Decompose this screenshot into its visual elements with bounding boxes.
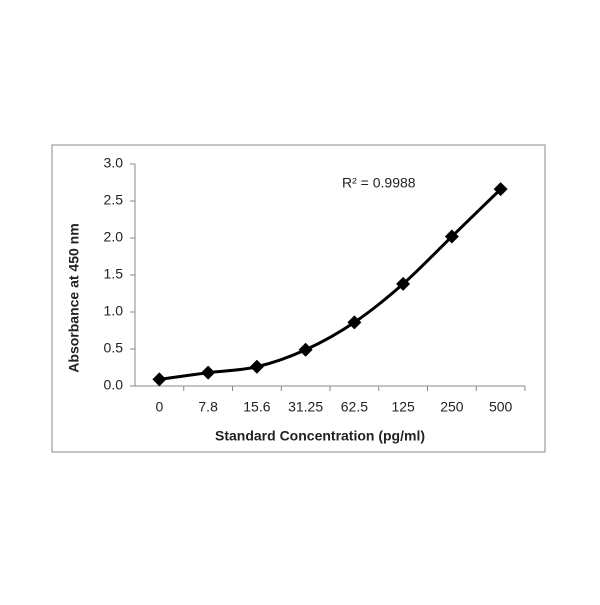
x-tick-label: 500 xyxy=(489,399,513,415)
y-axis-label: Absorbance at 450 nm xyxy=(66,223,82,372)
data-marker xyxy=(298,342,313,357)
data-marker xyxy=(444,229,459,244)
data-marker xyxy=(249,359,264,374)
chart-frame xyxy=(51,144,546,453)
data-marker xyxy=(396,276,411,291)
y-tick-label: 0.0 xyxy=(104,377,124,393)
x-tick-label: 250 xyxy=(440,399,464,415)
x-tick-label: 0 xyxy=(155,399,163,415)
x-tick-label: 7.8 xyxy=(198,399,218,415)
data-marker xyxy=(493,182,508,197)
x-axis-label: Standard Concentration (pg/ml) xyxy=(215,428,425,444)
annotation: R² = 0.9988 xyxy=(342,175,416,191)
data-marker xyxy=(152,372,167,387)
x-tick-label: 15.6 xyxy=(243,399,270,415)
x-tick-label: 31.25 xyxy=(288,399,323,415)
y-tick-label: 1.0 xyxy=(104,303,124,319)
y-tick-label: 3.0 xyxy=(104,155,124,171)
y-tick-label: 2.0 xyxy=(104,229,124,245)
data-marker xyxy=(201,365,216,380)
data-marker xyxy=(347,315,362,330)
x-tick-label: 62.5 xyxy=(341,399,368,415)
y-tick-label: 0.5 xyxy=(104,340,124,356)
y-tick-label: 2.5 xyxy=(104,192,124,208)
x-tick-label: 125 xyxy=(391,399,415,415)
y-tick-label: 1.5 xyxy=(104,266,124,282)
